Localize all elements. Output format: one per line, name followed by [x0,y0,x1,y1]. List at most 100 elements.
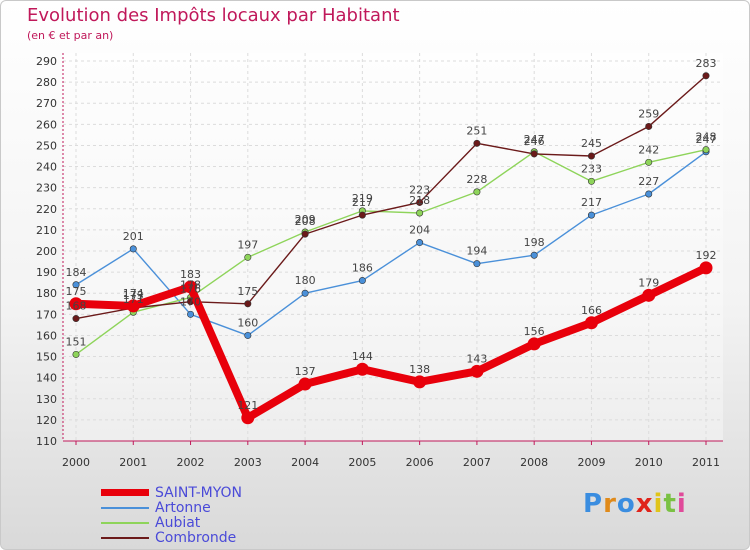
data-point-artonne [244,331,252,339]
legend-label: Combronde [155,529,237,546]
data-point-saint-myon [642,288,656,302]
data-label-combronde: 223 [409,183,430,196]
data-label-combronde: 176 [180,283,201,296]
data-point-aubiat [702,146,710,154]
y-tick-label: 260 [36,118,57,131]
data-point-saint-myon [355,362,369,376]
legend-swatch [101,521,149,524]
x-tick-label: 2010 [635,456,663,469]
data-label-combronde: 173 [123,289,144,302]
data-point-artonne [473,260,481,268]
data-point-artonne [187,310,195,318]
legend-label: SAINT-MYON [155,484,243,501]
data-point-saint-myon [241,411,255,425]
legend-label: Artonne [155,499,211,516]
data-label-combronde: 217 [352,196,373,209]
data-point-artonne [129,245,137,253]
data-point-saint-myon [413,375,427,389]
y-tick-label: 130 [36,393,57,406]
data-label-artonne: 160 [237,316,258,329]
data-label-saint-myon: 143 [466,352,487,365]
legend-swatch [101,489,149,496]
logo-letter: r [603,489,617,519]
data-label-aubiat: 197 [237,238,258,251]
data-point-aubiat [473,188,481,196]
data-point-saint-myon [584,316,598,330]
proxiti-logo: Proxiti [583,489,687,519]
chart-title: Evolution des Impôts locaux par Habitant [27,5,400,26]
data-point-artonne [416,239,424,247]
legend-item-saint-myon: SAINT-MYON [101,484,243,501]
x-tick-label: 2008 [520,456,548,469]
data-label-combronde: 245 [581,137,602,150]
legend-item-artonne: Artonne [101,499,242,516]
y-tick-label: 140 [36,372,57,385]
data-point-artonne [530,251,538,259]
data-label-saint-myon: 138 [409,363,430,376]
logo-letter: P [583,489,604,519]
data-label-artonne: 204 [409,224,430,237]
data-point-saint-myon [699,261,713,275]
y-tick-label: 160 [36,329,57,342]
data-point-artonne [72,281,80,289]
chart-legend: SAINT-MYON Artonne Aubiat Combronde [101,484,243,546]
data-point-combronde [244,300,252,308]
data-point-combronde [702,72,710,80]
data-label-aubiat: 209 [295,213,316,226]
data-point-aubiat [645,158,653,166]
series-line-saint-myon [72,263,710,422]
data-label-saint-myon: 174 [123,287,144,300]
y-tick-label: 110 [36,435,57,448]
legend-item-combronde: Combronde [101,529,242,546]
data-label-combronde: 259 [638,107,659,120]
y-tick-label: 230 [36,182,57,195]
data-point-combronde [301,230,309,238]
data-label-saint-myon: 121 [237,399,258,412]
data-label-saint-myon: 144 [352,350,373,363]
y-tick-label: 290 [36,55,57,68]
x-tick-label: 2009 [577,456,605,469]
y-tick-label: 270 [36,97,57,110]
data-label-combronde: 251 [466,124,487,137]
data-point-aubiat [72,350,80,358]
data-label-artonne: 201 [123,230,144,243]
y-tick-label: 190 [36,266,57,279]
data-point-saint-myon [69,297,83,311]
y-tick-label: 220 [36,203,57,216]
legend-swatch [101,536,149,539]
x-tick-label: 2002 [177,456,205,469]
chart-subtitle: (en € et par an) [27,29,114,42]
logo-letter: o [616,489,636,519]
data-label-combronde: 175 [237,285,258,298]
data-label-combronde: 208 [295,215,316,228]
data-label-aubiat: 219 [352,192,373,205]
data-point-artonne [358,277,366,285]
data-label-aubiat: 233 [581,162,602,175]
y-tick-label: 120 [36,414,57,427]
x-tick-label: 2005 [348,456,376,469]
data-label-artonne: 217 [581,196,602,209]
data-point-saint-myon [527,337,541,351]
logo-letter: i [653,489,664,519]
series-line-aubiat [75,148,707,356]
data-point-artonne [301,289,309,297]
data-point-combronde [473,139,481,147]
data-label-artonne: 170 [180,295,201,308]
data-label-artonne: 184 [66,266,87,279]
data-point-combronde [587,152,595,160]
data-label-artonne: 186 [352,262,373,275]
x-tick-label: 2011 [692,456,720,469]
logo-letter: i [676,489,687,519]
y-tick-label: 250 [36,139,57,152]
x-tick-label: 2003 [234,456,262,469]
x-tick-label: 2001 [119,456,147,469]
data-label-saint-myon: 137 [295,365,316,378]
data-point-saint-myon [184,280,198,294]
data-point-combronde [72,315,80,323]
data-label-saint-myon: 175 [66,285,87,298]
data-label-aubiat: 248 [696,131,717,144]
data-label-aubiat: 178 [180,278,201,291]
x-tick-label: 2007 [463,456,491,469]
